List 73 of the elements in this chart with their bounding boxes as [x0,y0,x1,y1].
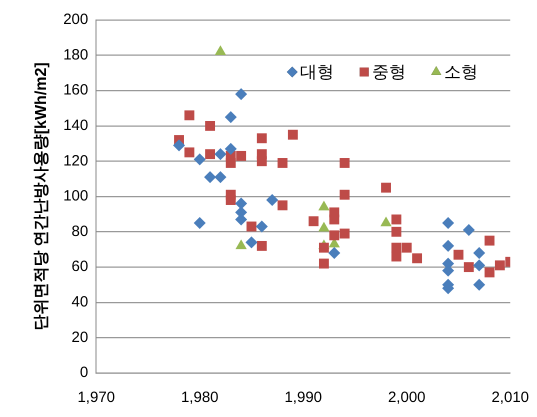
point [226,195,236,205]
point [329,230,340,240]
point [246,222,256,232]
x-tick-label: 1,990 [284,389,322,406]
point [318,242,329,253]
point [194,153,206,166]
point [473,278,486,291]
point [340,228,350,239]
y-tick-label: 100 [63,188,88,205]
point [214,148,226,160]
point [340,190,350,200]
point [484,267,494,278]
point [256,240,267,251]
point [340,158,350,168]
point [412,253,422,264]
point [473,246,486,259]
point [256,220,268,233]
point [278,158,288,168]
point [288,130,298,140]
point [402,242,412,253]
point [278,200,288,210]
point [494,260,505,270]
point [454,250,464,260]
point [318,258,329,269]
point [194,216,206,229]
point [204,171,216,184]
y-tick-label: 120 [63,152,88,170]
y-axis-title: 단위면적당 연간난방사용량[kWh/m2] [33,62,50,331]
point [245,236,258,248]
y-tick-label: 80 [72,222,88,240]
point [381,182,391,193]
point [235,88,248,100]
point [484,236,494,246]
point [224,111,237,124]
point [226,158,236,168]
point [256,156,267,166]
point [328,246,340,259]
point [391,252,402,262]
y-tick-label: 0 [80,364,88,382]
y-tick-label: 20 [72,328,88,346]
point [224,142,237,155]
point [308,216,319,226]
point [214,171,226,184]
x-tick-label: 1,980 [180,389,218,406]
x-tick-label: 2,010 [491,389,530,406]
point [329,214,340,224]
point [205,149,216,160]
point [184,110,194,120]
point [473,259,486,272]
point [184,147,194,158]
y-tick-label: 160 [63,82,88,99]
legend-label: 중형 [372,62,406,82]
point [464,262,474,272]
point [462,224,475,236]
point [173,139,186,152]
y-tick-label: 60 [72,258,88,276]
y-tick-label: 140 [63,117,88,134]
point [256,133,267,144]
point [266,194,278,206]
point [442,240,454,252]
legend-label: 대형 [300,62,334,82]
point [391,214,402,224]
x-tick-label: 1,970 [77,389,115,406]
y-tick-label: 40 [72,294,88,311]
point [318,222,330,232]
legend-label: 소형 [444,62,478,82]
y-tick-label: 180 [63,46,88,64]
point [236,150,246,161]
x-tick-label: 2,000 [388,389,426,406]
point [442,216,454,229]
point [205,120,216,131]
point [391,226,402,237]
y-tick-label: 200 [63,11,88,28]
